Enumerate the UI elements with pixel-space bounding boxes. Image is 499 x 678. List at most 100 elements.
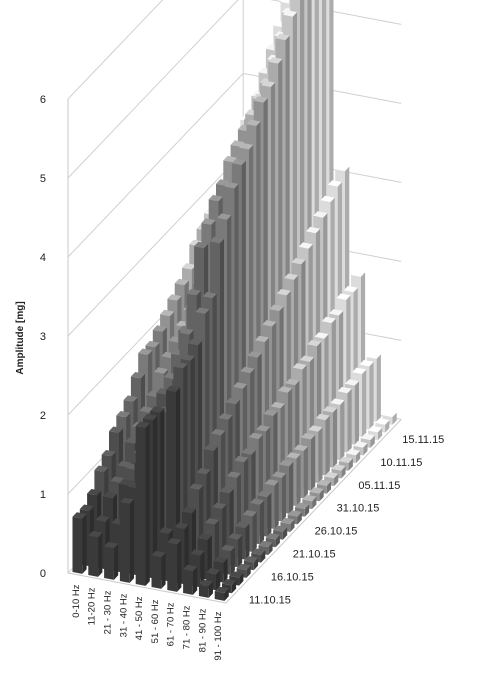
bar-top — [243, 556, 258, 563]
bar-top — [119, 497, 134, 504]
bar-top — [280, 517, 295, 525]
bar-top — [316, 479, 331, 486]
bar-side — [289, 461, 294, 514]
bar-side — [261, 550, 266, 563]
bar-top — [196, 468, 211, 475]
bar-top — [268, 57, 283, 64]
bar-top — [250, 498, 265, 505]
bar-top — [212, 502, 227, 509]
bar-side — [145, 423, 150, 586]
bar-top — [197, 533, 212, 541]
bar-top — [109, 426, 124, 433]
x-tick-label: 21 - 30 Hz — [103, 590, 114, 634]
x-tick-label: 51 - 60 Hz — [150, 599, 161, 643]
bar-side — [340, 400, 345, 461]
bar-top — [298, 242, 313, 249]
bar-side — [208, 581, 213, 598]
bar-top — [205, 518, 220, 525]
bar-side — [296, 454, 301, 507]
bar-top — [309, 487, 324, 494]
bar-top — [254, 335, 269, 343]
bar-top — [276, 289, 291, 296]
bar — [104, 541, 119, 580]
bar-side — [326, 481, 331, 494]
bar-side — [354, 381, 359, 445]
floor-edge — [67, 419, 402, 604]
bar-top — [336, 293, 351, 300]
bar-top — [183, 564, 198, 572]
bar-top — [337, 386, 352, 394]
bar-side — [82, 514, 87, 574]
bar-side — [334, 473, 339, 487]
bar-top — [248, 432, 263, 440]
bar-top — [262, 320, 277, 327]
bar-top — [130, 372, 145, 379]
bar-side — [332, 408, 338, 468]
bar-top — [257, 490, 272, 498]
bar-top — [351, 270, 366, 277]
bar-top — [209, 236, 224, 244]
bar-side — [223, 558, 228, 583]
bar-top — [292, 363, 307, 370]
bar-side — [113, 543, 119, 580]
bar-side — [377, 427, 383, 441]
bar-top — [360, 433, 375, 440]
bar — [198, 579, 213, 598]
bar-top — [213, 556, 228, 563]
x-tick-label: 71 - 80 Hz — [182, 605, 193, 649]
bar-top — [239, 143, 254, 150]
x-tick-label: 91 - 100 Hz — [213, 611, 224, 660]
bar-top — [220, 544, 235, 552]
bar-top — [123, 395, 138, 402]
y-tick-label: 2 — [40, 410, 46, 422]
bar-top — [343, 285, 358, 293]
bar-top — [275, 33, 290, 41]
bar-top — [258, 540, 273, 548]
bar-side — [231, 580, 237, 594]
bar-top — [331, 464, 346, 471]
bar-top — [302, 494, 317, 502]
y-tick-label: 1 — [40, 489, 46, 501]
bar-top — [240, 366, 255, 374]
bar-top — [324, 471, 339, 479]
bar-top — [208, 194, 223, 202]
bar-top — [87, 489, 102, 496]
bar-top — [278, 386, 293, 393]
bar-front — [72, 516, 83, 574]
bar-top — [117, 460, 132, 468]
bar-side — [267, 492, 272, 537]
bar-top — [95, 515, 110, 522]
bar-top — [235, 521, 250, 528]
bar-top — [329, 309, 344, 316]
bar-top — [284, 273, 299, 280]
bar-top — [118, 479, 133, 486]
bar-top — [353, 441, 368, 448]
bar-top — [321, 316, 336, 324]
bar-side — [304, 504, 310, 517]
bar-top — [330, 398, 345, 405]
bar-side — [177, 539, 182, 592]
gridline — [67, 0, 402, 179]
bar-front — [88, 535, 99, 577]
bar-front — [214, 591, 225, 601]
bar-top — [346, 448, 361, 456]
bar-side — [363, 443, 368, 456]
bar-top — [135, 421, 150, 428]
bar — [135, 421, 150, 586]
series-label: 10.11.15 — [380, 457, 422, 469]
bar-top — [234, 455, 249, 463]
bar-top — [229, 571, 244, 578]
bar-top — [72, 512, 87, 519]
bar-top — [138, 348, 153, 355]
x-tick-label: 61 - 70 Hz — [166, 602, 177, 646]
bar-side — [310, 434, 316, 491]
bar-top — [217, 213, 232, 220]
bar-top — [314, 332, 329, 339]
bar-top — [174, 278, 189, 286]
series-label: 05.11.15 — [358, 480, 400, 492]
bar-top — [160, 309, 175, 317]
bar-top — [88, 531, 103, 538]
bar-side — [252, 511, 257, 552]
bar-top — [222, 578, 237, 586]
bar-top — [286, 452, 301, 459]
